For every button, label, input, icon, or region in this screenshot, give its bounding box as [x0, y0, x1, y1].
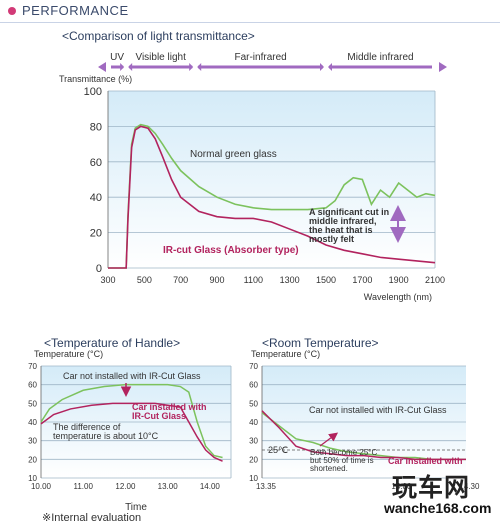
annotation-shortened: but 50% of time is	[310, 456, 374, 465]
x-tick-label: 500	[137, 275, 152, 285]
plot-area	[108, 91, 435, 268]
x-tick-label: 11.00	[74, 482, 94, 491]
y-axis-label: Temperature (°C)	[251, 349, 320, 359]
y-tick-label: 70	[249, 362, 258, 371]
band-divider-arrow	[120, 63, 125, 71]
y-tick-label: 50	[28, 399, 37, 408]
band-label: Middle infrared	[347, 52, 413, 63]
y-tick-label: 20	[249, 455, 258, 464]
x-tick-label: 14.00	[391, 482, 412, 491]
y-tick-label: 10	[28, 474, 37, 483]
y-tick-label: 60	[28, 381, 37, 390]
y-tick-label: 0	[96, 263, 102, 275]
watermark-url: wanche168.com	[384, 500, 492, 516]
band-divider-arrow	[189, 63, 194, 71]
y-tick-label: 20	[28, 455, 37, 464]
band-label: Far-infrared	[234, 52, 286, 63]
x-tick-label: 14.00	[200, 482, 221, 491]
x-tick-label: 300	[100, 275, 115, 285]
y-tick-label: 40	[249, 418, 258, 427]
series-ir-cut-glass	[108, 125, 436, 269]
y-tick-label: 30	[28, 437, 37, 446]
annotation-midir: A significant cut in	[309, 207, 389, 217]
x-tick-label: 13.35	[256, 482, 277, 491]
shortened-arrow	[319, 432, 339, 447]
bullet-icon	[8, 7, 16, 15]
band-divider-arrow	[328, 63, 332, 71]
footnote: ※Internal evaluation	[42, 512, 142, 524]
y-tick-label: 30	[249, 437, 258, 446]
band-label: UV	[110, 52, 124, 63]
band-arrow-left	[98, 62, 106, 72]
x-tick-label: 10.00	[31, 482, 52, 491]
reference-label-25c: 25℃	[268, 445, 288, 455]
series-label-green: Normal green glass	[190, 149, 277, 160]
y-tick-label: 60	[90, 157, 102, 169]
x-tick-label: 14.30	[459, 482, 480, 491]
y-tick-label: 40	[28, 418, 37, 427]
y-axis-label: Transmittance (%)	[59, 74, 132, 84]
annotation-shortened: shortened.	[310, 464, 348, 473]
x-tick-label: 900	[209, 275, 224, 285]
annotation-midir: the heat that is	[309, 225, 373, 235]
x-axis-label: Wavelength (nm)	[364, 292, 432, 302]
series-installed	[40, 402, 223, 462]
band-label: Visible light	[135, 52, 186, 63]
series-label-installed: IR-Cut Glass	[132, 411, 186, 421]
band-arrow-right	[439, 62, 447, 72]
y-tick-label: 20	[90, 228, 102, 240]
y-tick-label: 10	[249, 474, 258, 483]
y-tick-label: 100	[84, 86, 102, 98]
annotation-difference: temperature is about 10°C	[53, 431, 159, 441]
y-tick-label: 40	[90, 192, 102, 204]
page-title: PERFORMANCE	[22, 3, 129, 18]
x-tick-label: 13.00	[158, 482, 179, 491]
annotation-difference: The difference of	[53, 422, 121, 432]
x-tick-label: 1700	[352, 275, 372, 285]
header-bar: PERFORMANCE	[0, 0, 500, 23]
y-tick-label: 70	[28, 362, 37, 371]
band-divider-arrow	[128, 63, 133, 71]
series-green-glass	[108, 123, 436, 269]
annotation-midir: middle infrared,	[309, 216, 377, 226]
x-tick-label: 1500	[316, 275, 336, 285]
y-tick-label: 60	[249, 381, 258, 390]
series-installed	[261, 410, 466, 461]
x-axis-label: Time	[125, 502, 147, 513]
series-label-ircut: IR-cut Glass (Absorber type)	[163, 245, 299, 256]
annotation-midir: mostly felt	[309, 234, 354, 244]
series-label-installed: Car installed with	[388, 456, 463, 466]
watermark-logo: 玩车网	[392, 473, 471, 502]
y-axis-label: Temperature (°C)	[34, 349, 103, 359]
x-tick-label: 2100	[425, 275, 445, 285]
series-label-not-installed: Car not installed with IR-Cut Glass	[309, 405, 447, 415]
chart-title-transmittance: Comparison of light transmittance	[62, 29, 255, 43]
x-tick-label: 12.00	[115, 482, 136, 491]
band-divider-arrow	[320, 63, 324, 71]
series-label-installed: Car installed with	[132, 402, 207, 412]
x-tick-label: 1900	[389, 275, 409, 285]
y-tick-label: 50	[249, 399, 258, 408]
chart-title-handle: Temperature of Handle	[44, 336, 180, 350]
series-not-installed	[40, 383, 223, 459]
series-label-not-installed: Car not installed with IR-Cut Glass	[63, 371, 201, 381]
y-tick-label: 80	[90, 121, 102, 133]
x-tick-label: 700	[173, 275, 188, 285]
band-divider-arrow	[197, 63, 202, 71]
chart-title-room: Room Temperature	[262, 336, 379, 350]
annotation-shortened: Both become 25°C	[310, 448, 377, 457]
x-tick-label: 1100	[244, 275, 263, 285]
x-tick-label: 1300	[280, 275, 300, 285]
